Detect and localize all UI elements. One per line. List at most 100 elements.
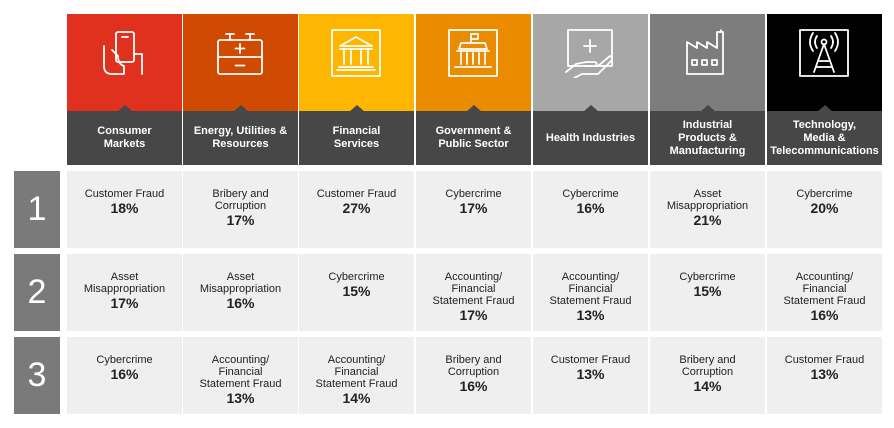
fraud-cell: Accounting/ Financial Statement Fraud 16%	[767, 254, 882, 331]
fraud-cell: Asset Misappropriation 17%	[67, 254, 182, 331]
fraud-percentage: 16%	[810, 307, 839, 323]
fraud-percentage: 17%	[110, 295, 139, 311]
fraud-percentage: 20%	[810, 200, 839, 216]
factory-icon	[686, 29, 724, 75]
sector-label: Health Industries	[533, 111, 648, 165]
fraud-cell: Bribery and Corruption 14%	[650, 337, 765, 414]
fraud-percentage: 13%	[576, 307, 605, 323]
header-notch	[699, 105, 716, 112]
fraud-type: Customer Fraud	[550, 354, 631, 366]
sector-icon-panel	[650, 14, 765, 113]
fraud-type: Customer Fraud	[316, 188, 397, 200]
fraud-cell: Customer Fraud 13%	[767, 337, 882, 414]
header-notch	[116, 105, 133, 112]
bank-icon	[331, 29, 381, 77]
sector-icon-panel	[299, 14, 414, 113]
fraud-type: Bribery and Corruption	[445, 354, 502, 378]
fraud-cell: Cybercrime 17%	[416, 171, 531, 248]
fraud-type: Cybercrime	[679, 271, 736, 283]
rank-label: 1	[14, 171, 60, 248]
fraud-cell: Customer Fraud 27%	[299, 171, 414, 248]
fraud-cell: Customer Fraud 13%	[533, 337, 648, 414]
fraud-cell: Asset Misappropriation 21%	[650, 171, 765, 248]
fraud-type: Accounting/ Financial Statement Fraud	[315, 354, 398, 390]
sector-header: Technology, Media & Telecommunications	[767, 14, 882, 165]
health-hand-icon	[565, 29, 613, 78]
sector-header: Health Industries	[533, 14, 648, 165]
phone-hand-icon	[103, 31, 143, 75]
fraud-cell: Accounting/ Financial Statement Fraud 14%	[299, 337, 414, 414]
sector-icon-panel	[183, 14, 298, 113]
fraud-cell: Cybercrime 20%	[767, 171, 882, 248]
fraud-cell: Cybercrime 16%	[533, 171, 648, 248]
fraud-type: Cybercrime	[445, 188, 502, 200]
fraud-percentage: 13%	[576, 366, 605, 382]
fraud-percentage: 16%	[459, 378, 488, 394]
fraud-percentage: 14%	[693, 378, 722, 394]
header-notch	[582, 105, 599, 112]
fraud-cell: Cybercrime 15%	[650, 254, 765, 331]
fraud-percentage: 16%	[110, 366, 139, 382]
sector-icon-panel	[67, 14, 182, 113]
header-notch	[816, 105, 833, 112]
sector-icon-panel	[533, 14, 648, 113]
fraud-percentage: 17%	[459, 200, 488, 216]
sector-header: Government & Public Sector	[416, 14, 531, 165]
fraud-type: Cybercrime	[796, 188, 853, 200]
sector-label: Consumer Markets	[67, 111, 182, 165]
sector-label: Government & Public Sector	[416, 111, 531, 165]
fraud-type: Accounting/ Financial Statement Fraud	[783, 271, 866, 307]
fraud-type: Cybercrime	[562, 188, 619, 200]
sector-label: Financial Services	[299, 111, 414, 165]
battery-icon	[217, 33, 263, 75]
fraud-cell: Asset Misappropriation 16%	[183, 254, 298, 331]
fraud-percentage: 18%	[110, 200, 139, 216]
antenna-tower-icon	[799, 29, 849, 77]
fraud-percentage: 13%	[810, 366, 839, 382]
fraud-percentage: 17%	[226, 212, 255, 228]
fraud-type: Accounting/ Financial Statement Fraud	[432, 271, 515, 307]
sector-label: Technology, Media & Telecommunications	[767, 111, 882, 165]
fraud-cell: Cybercrime 15%	[299, 254, 414, 331]
header-notch	[348, 105, 365, 112]
rank-label: 2	[14, 254, 60, 331]
sector-header: Consumer Markets	[67, 14, 182, 165]
fraud-cell: Accounting/ Financial Statement Fraud 13%	[183, 337, 298, 414]
sector-label: Energy, Utilities & Resources	[183, 111, 298, 165]
sector-header: Financial Services	[299, 14, 414, 165]
fraud-cell: Cybercrime 16%	[67, 337, 182, 414]
fraud-cell: Customer Fraud 18%	[67, 171, 182, 248]
fraud-type: Bribery and Corruption	[212, 188, 269, 212]
fraud-type: Cybercrime	[96, 354, 153, 366]
fraud-type: Asset Misappropriation	[666, 188, 749, 212]
fraud-percentage: 16%	[576, 200, 605, 216]
fraud-percentage: 17%	[459, 307, 488, 323]
rank-label: 3	[14, 337, 60, 414]
fraud-type: Accounting/ Financial Statement Fraud	[199, 354, 282, 390]
sector-header: Energy, Utilities & Resources	[183, 14, 298, 165]
fraud-cell: Accounting/ Financial Statement Fraud 17%	[416, 254, 531, 331]
fraud-type: Asset Misappropriation	[199, 271, 282, 295]
fraud-percentage: 15%	[693, 283, 722, 299]
fraud-cell: Bribery and Corruption 17%	[183, 171, 298, 248]
fraud-type: Cybercrime	[328, 271, 385, 283]
fraud-type: Accounting/ Financial Statement Fraud	[549, 271, 632, 307]
fraud-percentage: 16%	[226, 295, 255, 311]
fraud-percentage: 15%	[342, 283, 371, 299]
government-building-icon	[448, 29, 498, 77]
fraud-type: Bribery and Corruption	[679, 354, 736, 378]
fraud-percentage: 27%	[342, 200, 371, 216]
header-notch	[232, 105, 249, 112]
fraud-type: Customer Fraud	[84, 188, 165, 200]
sector-icon-panel	[767, 14, 882, 113]
fraud-percentage: 21%	[693, 212, 722, 228]
fraud-cell: Accounting/ Financial Statement Fraud 13%	[533, 254, 648, 331]
fraud-percentage: 14%	[342, 390, 371, 406]
fraud-cell: Bribery and Corruption 16%	[416, 337, 531, 414]
fraud-type: Customer Fraud	[784, 354, 865, 366]
sector-header: Industrial Products & Manufacturing	[650, 14, 765, 165]
header-notch	[465, 105, 482, 112]
fraud-percentage: 13%	[226, 390, 255, 406]
fraud-type: Asset Misappropriation	[83, 271, 166, 295]
sector-label: Industrial Products & Manufacturing	[650, 111, 765, 165]
